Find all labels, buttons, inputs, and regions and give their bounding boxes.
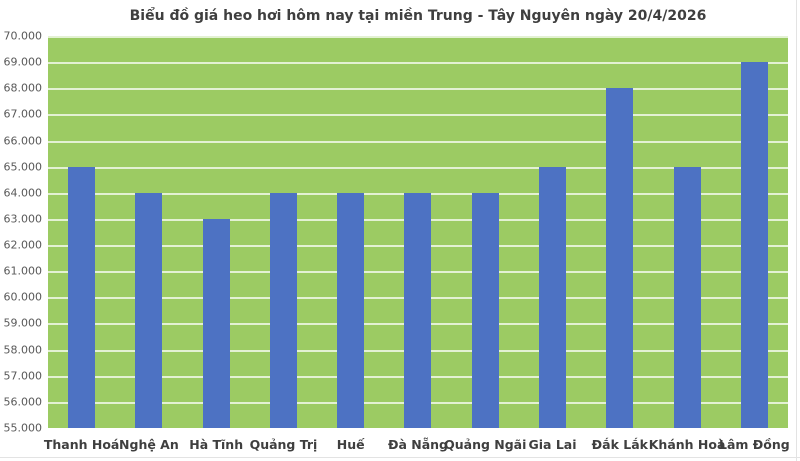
plot-area <box>48 36 788 428</box>
bar <box>135 193 162 428</box>
x-axis-label: Khánh Hoà <box>648 437 726 452</box>
y-tick-label: 59.000 <box>3 316 43 330</box>
y-tick-label: 61.000 <box>3 264 43 278</box>
y-tick-label: 58.000 <box>3 343 43 357</box>
bar <box>539 167 566 428</box>
chart-frame-bottom-border <box>0 457 800 458</box>
chart-title: Biểu đồ giá heo hơi hôm nay tại miền Tru… <box>129 8 707 24</box>
y-tick-label: 69.000 <box>3 55 43 69</box>
y-tick-label: 56.000 <box>3 395 43 409</box>
bar <box>404 193 431 428</box>
x-axis-label: Nghệ An <box>119 437 179 452</box>
gridline <box>48 114 788 116</box>
bar <box>270 193 297 428</box>
y-tick-label: 60.000 <box>3 290 43 304</box>
y-tick-label: 62.000 <box>3 238 43 252</box>
x-axis-label: Gia Lai <box>528 437 577 452</box>
y-tick-label: 57.000 <box>3 369 43 383</box>
x-axis-label: Thanh Hoá <box>43 437 120 452</box>
y-tick-label: 66.000 <box>3 134 43 148</box>
bar <box>606 88 633 428</box>
x-axis-label: Huế <box>336 437 365 452</box>
bar <box>674 167 701 428</box>
x-axis: Thanh Hoá Nghệ An Hà Tĩnh Quảng Trị Huế Đà Nẵ… <box>44 434 790 456</box>
x-axis-label: Đà Nẵng <box>387 437 449 452</box>
y-tick-label: 68.000 <box>3 81 43 95</box>
bar <box>68 167 95 428</box>
y-tick-label: 65.000 <box>3 160 43 174</box>
bar <box>741 62 768 428</box>
bar <box>472 193 499 428</box>
gridline <box>48 36 788 38</box>
y-tick-label: 70.000 <box>3 29 43 43</box>
x-axis-label: Hà Tĩnh <box>189 437 244 452</box>
gridline <box>48 167 788 169</box>
x-axis-label: Quảng Trị <box>249 437 318 452</box>
gridline <box>48 88 788 90</box>
x-axis-label: Quảng Ngãi <box>444 437 527 452</box>
y-tick-label: 64.000 <box>3 186 43 200</box>
y-tick-label: 67.000 <box>3 107 43 121</box>
y-axis: 55.000 56.000 57.000 58.000 59.000 60.000 61.0… <box>0 31 43 434</box>
gridline <box>48 62 788 64</box>
bar <box>337 193 364 428</box>
y-tick-label: 63.000 <box>3 212 43 226</box>
chart-frame-right-border <box>796 0 797 461</box>
bar <box>203 219 230 428</box>
x-axis-label: Đắk Lắk <box>591 437 648 452</box>
x-axis-label: Lâm Đồng <box>719 437 790 452</box>
y-tick-label: 55.000 <box>3 421 43 435</box>
gridline <box>48 141 788 143</box>
